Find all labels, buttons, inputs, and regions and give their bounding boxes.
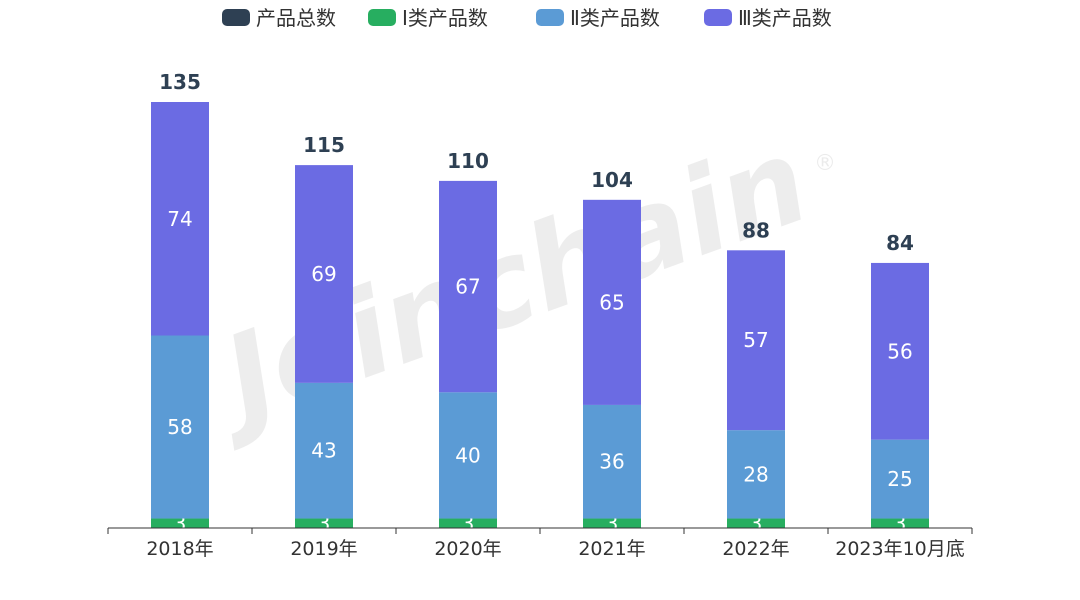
bar-total-label: 84	[886, 231, 914, 255]
bar-segment	[439, 518, 497, 528]
legend-item[interactable]: Ⅰ类产品数	[368, 6, 488, 30]
x-tick-label: 2020年	[434, 538, 501, 560]
legend-label: Ⅲ类产品数	[738, 6, 832, 30]
legend-swatch	[368, 9, 396, 26]
x-tick-label: 2019年	[290, 538, 357, 560]
bar-segment-label: 28	[743, 462, 768, 486]
bar-segment-label: 36	[599, 450, 624, 474]
bar-segment-label: 69	[311, 262, 336, 286]
legend: 产品总数 Ⅰ类产品数 Ⅱ类产品数 Ⅲ类产品数	[222, 6, 832, 30]
legend-label: Ⅱ类产品数	[570, 6, 660, 30]
bar-segment-label: 43	[311, 439, 336, 463]
bar-segment	[871, 262, 929, 440]
bar-total-label: 115	[303, 133, 345, 157]
x-tick-label: 2023年10月底	[835, 538, 965, 560]
bar-segment	[439, 392, 497, 519]
watermark-registered-mark: ®	[814, 151, 836, 176]
legend-item[interactable]: Ⅲ类产品数	[704, 6, 832, 30]
bar-segment	[727, 250, 785, 431]
legend-swatch	[222, 9, 250, 26]
bar-segment	[871, 518, 929, 528]
bar-segment-label: 65	[599, 290, 624, 314]
bar-segment	[295, 382, 353, 519]
legend-label: 产品总数	[256, 6, 336, 30]
bar-segment	[583, 199, 641, 405]
bar-total-label: 104	[591, 168, 633, 192]
x-axis: 2018年 2019年 2020年 2021年 2022年 2023年10月底	[107, 527, 973, 560]
legend-item[interactable]: 产品总数	[222, 6, 336, 30]
legend-item[interactable]: Ⅱ类产品数	[536, 6, 660, 30]
bar-segment-label: 58	[167, 415, 192, 439]
bar-segment-label: 57	[743, 328, 768, 352]
bar-segment	[871, 439, 929, 519]
bar-segment-label: 25	[887, 467, 912, 491]
bar-total-label: 135	[159, 70, 201, 94]
bar-segment	[439, 180, 497, 393]
bar-total-label: 88	[742, 218, 770, 242]
bars-group: 3587413534369115340671103366510432857883…	[151, 70, 929, 535]
legend-label: Ⅰ类产品数	[402, 6, 488, 30]
x-tick-label: 2018年	[146, 538, 213, 560]
bar-segment-label: 40	[455, 443, 480, 467]
bar-segment	[727, 430, 785, 519]
bar-segment	[727, 518, 785, 528]
bar-segment	[151, 335, 209, 519]
bar-segment	[295, 518, 353, 528]
bar-segment-label: 56	[887, 339, 912, 363]
bar-segment	[151, 518, 209, 528]
legend-swatch	[704, 9, 732, 26]
x-tick-label: 2022年	[722, 538, 789, 560]
x-tick-label: 2021年	[578, 538, 645, 560]
bar-segment	[295, 165, 353, 383]
bar-segment	[583, 518, 641, 528]
bar-segment	[151, 102, 209, 336]
legend-swatch	[536, 9, 564, 26]
bar-total-label: 110	[447, 149, 489, 173]
bar-segment-label: 67	[455, 275, 480, 299]
bar-segment-label: 74	[167, 207, 192, 231]
bar-segment	[583, 404, 641, 519]
